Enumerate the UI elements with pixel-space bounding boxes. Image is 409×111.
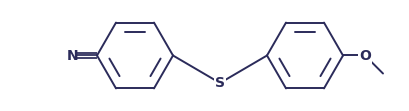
Text: O: O (358, 49, 370, 62)
Text: S: S (214, 76, 225, 90)
Text: N: N (67, 49, 79, 62)
